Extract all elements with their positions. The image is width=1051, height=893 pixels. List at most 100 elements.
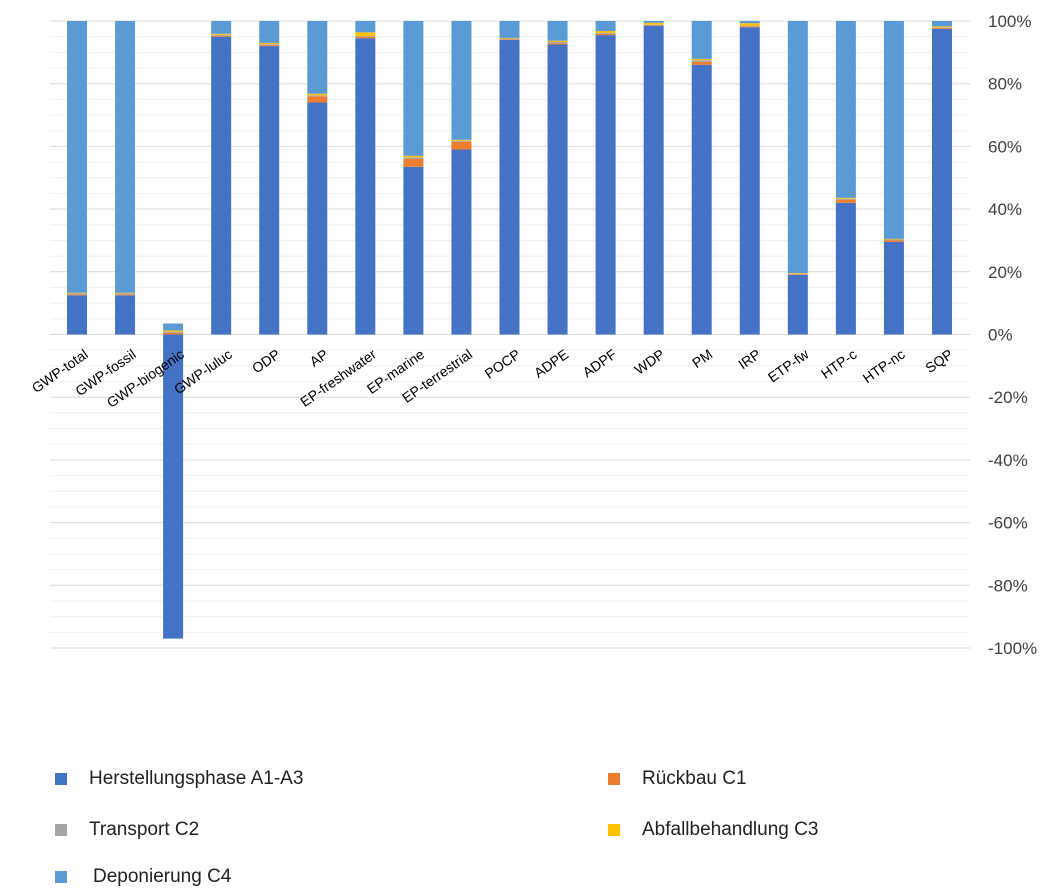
bar-segment-adpe-s0 (547, 44, 568, 335)
category-label-htp-c: HTP-c (818, 346, 860, 382)
bar-segment-wdp-s3 (643, 22, 664, 25)
bar-segment-wdp-s0 (643, 25, 664, 335)
bars (67, 21, 952, 639)
bar-segment-ep-freshwater-s0 (355, 38, 376, 335)
bar-segment-htp-nc-s2 (883, 239, 904, 241)
bar-segment-pocp-s4 (499, 21, 520, 38)
bar-segment-ep-marine-s3 (403, 155, 424, 158)
bar-segment-gwp-luluc-s4 (211, 21, 232, 34)
bar-segment-gwp-biogenic-s4 (163, 323, 184, 331)
y-tick-label: 100% (988, 12, 1031, 31)
bar-segment-pm-s1 (691, 61, 712, 65)
bar-segment-gwp-total-s0 (67, 295, 87, 335)
bar-segment-adpe-s4 (547, 21, 568, 41)
bar-segment-gwp-biogenic-s3 (163, 330, 184, 332)
bar-segment-gwp-total-s3 (67, 292, 87, 294)
bar-segment-pocp-s3 (499, 37, 520, 39)
category-label-adpe: ADPE (531, 346, 571, 381)
bar-segment-etp-fw-s0 (787, 274, 808, 335)
bar-segment-gwp-luluc-s3 (211, 33, 232, 35)
bar-segment-irp-s3 (739, 23, 760, 26)
bar-segment-gwp-biogenic-s2 (163, 331, 184, 333)
bar-segment-gwp-fossil-s0 (115, 295, 136, 335)
bar-segment-sqp-s2 (932, 27, 952, 28)
bar-segment-adpf-s0 (595, 35, 616, 335)
bar-segment-gwp-luluc-s0 (211, 36, 232, 335)
bar-segment-etp-fw-s1 (787, 274, 808, 275)
bar-segment-irp-s1 (739, 26, 760, 28)
bar-segment-ep-marine-s1 (403, 158, 424, 167)
bar-segment-adpe-s2 (547, 42, 568, 44)
bar-segment-gwp-fossil-s1 (115, 294, 136, 296)
y-tick-label: -40% (988, 451, 1028, 470)
bar-segment-gwp-biogenic-s1 (163, 332, 184, 335)
bar-segment-odp-s1 (259, 45, 280, 47)
y-tick-label: 80% (988, 75, 1022, 94)
category-label-pm: PM (689, 346, 715, 371)
bar-segment-ep-freshwater-s3 (355, 32, 376, 37)
bar-segment-wdp-s1 (643, 25, 664, 26)
bar-segment-gwp-luluc-s2 (211, 34, 232, 36)
bar-segment-ep-terrestrial-s2 (451, 140, 472, 142)
bar-segment-gwp-fossil-s2 (115, 293, 136, 295)
bar-segment-ep-freshwater-s1 (355, 36, 376, 39)
y-axis-tick-labels: 100% 80% 60% 40% 20% 0% -20% -40% -60% -80% -100% (988, 12, 1037, 658)
bar-segment-etp-fw-s4 (787, 21, 808, 274)
bar-segment-gwp-total-s2 (67, 293, 87, 295)
bar-segment-adpf-s3 (595, 31, 616, 33)
bar-segment-adpf-s4 (595, 21, 616, 32)
bar-segment-ap-s4 (307, 21, 328, 94)
bar-segment-sqp-s4 (932, 21, 952, 27)
bar-segment-pm-s3 (691, 58, 712, 61)
bar-segment-pocp-s0 (499, 39, 520, 335)
bar-segment-pocp-s2 (499, 38, 520, 40)
bar-segment-htp-c-s3 (835, 197, 856, 199)
bar-segment-odp-s0 (259, 46, 280, 335)
bar-segment-gwp-fossil-s4 (115, 21, 136, 293)
y-tick-label: 20% (988, 263, 1022, 282)
bar-segment-wdp-s4 (643, 21, 664, 23)
bar-segment-htp-c-s2 (835, 198, 856, 200)
bar-segment-htp-nc-s0 (883, 242, 904, 335)
bar-segment-ep-terrestrial-s3 (451, 139, 472, 141)
bar-segment-adpe-s1 (547, 43, 568, 45)
bar-segment-adpf-s1 (595, 33, 616, 36)
bar-segment-htp-c-s1 (835, 199, 856, 203)
bar-segment-irp-s0 (739, 27, 760, 335)
bar-segment-sqp-s1 (932, 27, 952, 29)
bar-segment-ep-marine-s4 (403, 21, 424, 156)
bar-segment-adpf-s2 (595, 32, 616, 34)
bar-segment-ep-freshwater-s2 (355, 36, 376, 37)
bar-segment-ap-s3 (307, 93, 328, 96)
bar-segment-odp-s2 (259, 44, 280, 46)
bar-segment-htp-nc-s1 (883, 240, 904, 243)
category-label-pocp: POCP (482, 346, 524, 382)
bar-segment-htp-c-s0 (835, 202, 856, 335)
bar-segment-gwp-total-s1 (67, 294, 87, 296)
bar-segment-wdp-s2 (643, 24, 664, 26)
y-tick-label: 0% (988, 326, 1013, 345)
y-tick-label: 40% (988, 200, 1022, 219)
bar-segment-ap-s0 (307, 102, 328, 335)
bar-segment-gwp-total-s4 (67, 21, 87, 293)
bar-segment-htp-nc-s3 (883, 238, 904, 240)
bar-segment-ep-marine-s0 (403, 166, 424, 335)
bar-segment-odp-s3 (259, 42, 280, 45)
bar-segment-pm-s0 (691, 64, 712, 335)
y-tick-label: 60% (988, 137, 1022, 156)
bar-segment-irp-s4 (739, 21, 760, 24)
bar-segment-pm-s2 (691, 60, 712, 62)
category-label-adpf: ADPF (580, 346, 620, 381)
y-tick-label: -20% (988, 388, 1028, 407)
bar-segment-gwp-biogenic-s0 (163, 334, 184, 639)
bar-segment-ap-s1 (307, 96, 328, 103)
y-tick-label: -80% (988, 576, 1028, 595)
bar-segment-ep-terrestrial-s4 (451, 21, 472, 140)
bar-segment-adpe-s3 (547, 40, 568, 42)
bar-segment-ep-freshwater-s4 (355, 21, 376, 33)
y-tick-label: -60% (988, 514, 1028, 533)
category-label-etp-fw: ETP-fw (765, 345, 812, 385)
bar-segment-gwp-luluc-s1 (211, 35, 232, 37)
bar-segment-irp-s2 (739, 25, 760, 27)
